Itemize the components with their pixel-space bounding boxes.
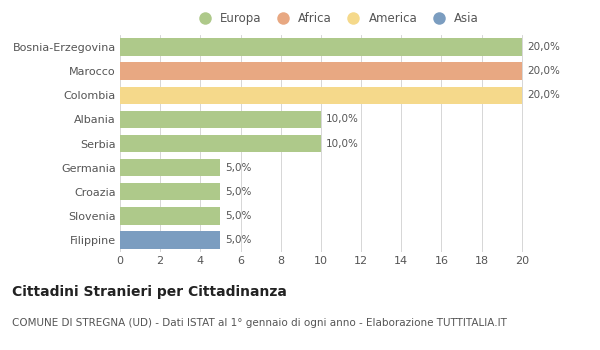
Text: 5,0%: 5,0%	[226, 187, 252, 197]
Bar	[120, 111, 321, 128]
Text: 20,0%: 20,0%	[527, 90, 560, 100]
Text: COMUNE DI STREGNA (UD) - Dati ISTAT al 1° gennaio di ogni anno - Elaborazione TU: COMUNE DI STREGNA (UD) - Dati ISTAT al 1…	[12, 318, 507, 329]
Text: 5,0%: 5,0%	[226, 235, 252, 245]
Text: 20,0%: 20,0%	[527, 42, 560, 52]
Bar	[120, 135, 321, 152]
Bar	[120, 38, 522, 56]
Bar	[120, 159, 220, 176]
Text: 10,0%: 10,0%	[326, 139, 359, 148]
Bar	[120, 231, 220, 248]
Text: 10,0%: 10,0%	[326, 114, 359, 124]
Bar	[120, 183, 220, 201]
Bar	[120, 207, 220, 224]
Bar	[120, 86, 522, 104]
Bar	[120, 63, 522, 80]
Text: 5,0%: 5,0%	[226, 163, 252, 173]
Text: 5,0%: 5,0%	[226, 211, 252, 221]
Legend: Europa, Africa, America, Asia: Europa, Africa, America, Asia	[193, 12, 479, 25]
Text: Cittadini Stranieri per Cittadinanza: Cittadini Stranieri per Cittadinanza	[12, 285, 287, 299]
Text: 20,0%: 20,0%	[527, 66, 560, 76]
